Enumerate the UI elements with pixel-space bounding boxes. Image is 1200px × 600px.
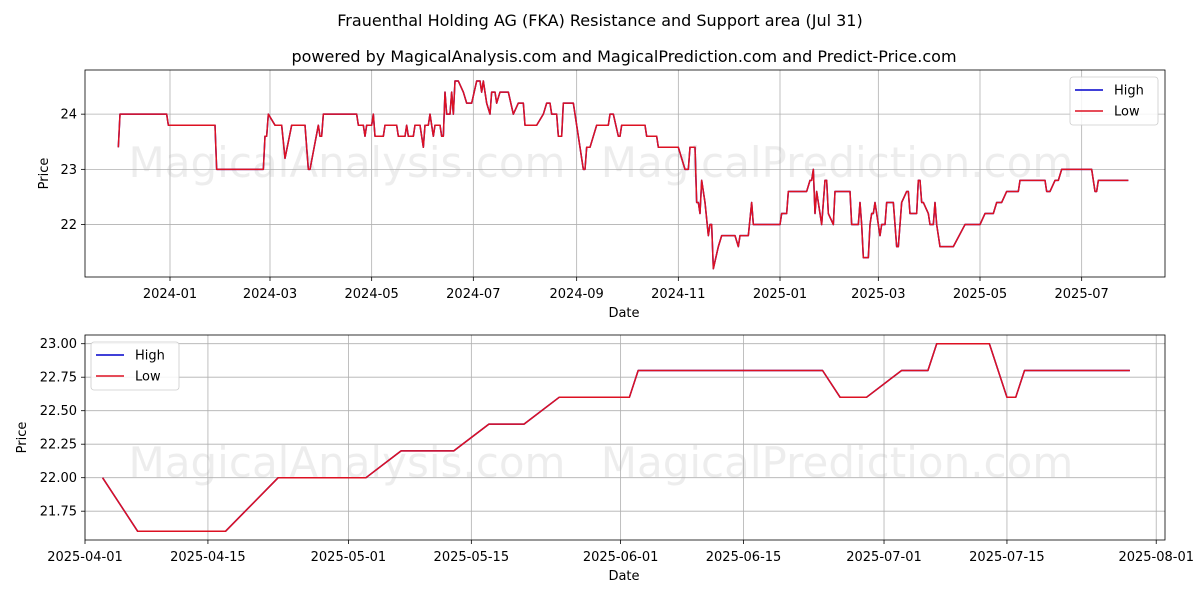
x-tick-label: 2024-01 bbox=[143, 287, 197, 302]
x-axis-label: Date bbox=[608, 306, 639, 321]
chart-title: Frauenthal Holding AG (FKA) Resistance a… bbox=[337, 11, 862, 30]
x-axis-label: Date bbox=[608, 569, 639, 584]
x-tick-label: 2024-09 bbox=[550, 287, 604, 302]
y-tick-label: 21.75 bbox=[40, 505, 77, 520]
y-axis-label: Price bbox=[37, 158, 52, 190]
x-tick-label: 2025-07-15 bbox=[969, 550, 1045, 565]
watermark-text: MagicalPrediction.com bbox=[601, 438, 1074, 487]
legend-label-high: High bbox=[135, 349, 165, 364]
x-tick-label: 2025-01 bbox=[753, 287, 807, 302]
top-chart: MagicalAnalysis.com MagicalPrediction.com… bbox=[37, 69, 1166, 321]
watermark-text: MagicalAnalysis.com bbox=[129, 438, 566, 487]
legend: High Low bbox=[90, 341, 180, 391]
watermark-text: MagicalAnalysis.com bbox=[129, 138, 566, 187]
x-tick-label: 2025-03 bbox=[851, 287, 905, 302]
plot-frame bbox=[84, 69, 1166, 278]
x-tick-label: 2025-07 bbox=[1055, 287, 1109, 302]
legend-label-high: High bbox=[1114, 84, 1144, 99]
y-tick-label: 22.50 bbox=[40, 404, 77, 419]
legend-label-low: Low bbox=[135, 370, 161, 385]
y-tick-label: 24 bbox=[60, 108, 77, 123]
y-tick-label: 22 bbox=[60, 218, 77, 233]
x-tick-label: 2025-04-15 bbox=[170, 550, 246, 565]
x-tick-label: 2025-05 bbox=[953, 287, 1007, 302]
x-tick-label: 2025-07-01 bbox=[846, 550, 922, 565]
y-tick-label: 22.00 bbox=[40, 471, 77, 486]
bottom-chart: MagicalAnalysis.com MagicalPrediction.com… bbox=[15, 334, 1194, 584]
x-tick-label: 2025-05-15 bbox=[434, 550, 510, 565]
x-tick-label: 2024-05 bbox=[345, 287, 399, 302]
series-line-low bbox=[117, 80, 1129, 270]
watermark-text: MagicalPrediction.com bbox=[601, 138, 1074, 187]
y-tick-label: 22.25 bbox=[40, 438, 77, 453]
series-line-low bbox=[101, 342, 1130, 533]
legend-label-low: Low bbox=[1114, 105, 1140, 120]
y-tick-label: 22.75 bbox=[40, 371, 77, 386]
legend: High Low bbox=[1069, 76, 1159, 126]
legend-box bbox=[1069, 76, 1159, 126]
chart-subtitle: powered by MagicalAnalysis.com and Magic… bbox=[291, 47, 956, 66]
x-tick-label: 2024-07 bbox=[446, 287, 500, 302]
x-tick-label: 2024-03 bbox=[243, 287, 297, 302]
x-tick-label: 2025-06-15 bbox=[706, 550, 782, 565]
y-tick-label: 23.00 bbox=[40, 337, 77, 352]
y-axis-label: Price bbox=[15, 422, 30, 454]
y-tick-label: 23 bbox=[60, 163, 77, 178]
plot-frame bbox=[84, 334, 1166, 541]
legend-box bbox=[90, 341, 180, 391]
x-tick-label: 2025-08-01 bbox=[1118, 550, 1194, 565]
x-tick-label: 2025-04-01 bbox=[47, 550, 123, 565]
x-tick-label: 2025-06-01 bbox=[583, 550, 659, 565]
x-tick-label: 2025-05-01 bbox=[311, 550, 387, 565]
x-tick-label: 2024-11 bbox=[651, 287, 705, 302]
